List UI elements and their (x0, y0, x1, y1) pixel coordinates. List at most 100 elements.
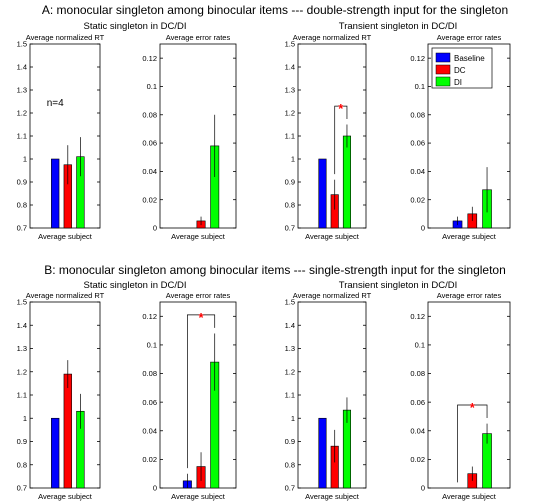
panel-a4-ytick-label: 0.1 (415, 82, 425, 91)
panel-a2-axes (159, 43, 237, 229)
panel-a3-bar-di (342, 135, 352, 229)
panel-a1-ytick-label: 1.5 (17, 40, 27, 49)
panel-b1-bar-baseline (51, 417, 60, 489)
panel-a2-xlabel: Average subject (171, 232, 226, 241)
panel-b4-ytick-label: 0.04 (410, 426, 425, 435)
panel-a2-ytick-label: 0.08 (142, 110, 157, 119)
section-b-title: B: monocular singleton among binocular i… (44, 263, 506, 277)
panel-a2-ytick-label: 0.1 (147, 82, 157, 91)
panel-a3-bar-baseline (318, 158, 327, 229)
panel-b4-significance-bracket (457, 404, 488, 483)
panel-b2-significance-star: * (199, 310, 205, 325)
panel-a3-ytick-label: 1 (291, 155, 295, 164)
panel-a3-ytick-label: 1.3 (285, 86, 295, 95)
panel-b3-ytick-label: 1.2 (285, 367, 295, 376)
panel-a1-ytick-label: 0.7 (17, 224, 27, 233)
panel-b2-ytick-label: 0.02 (142, 455, 157, 464)
panel-a1-ytick-label: 1.3 (17, 86, 27, 95)
panel-a1-ytick-label: 1 (23, 155, 27, 164)
panel-a3: Average normalized RT 0.7 0.8 0.9 1 1.1 1.2 1.3… (285, 33, 372, 241)
panel-b4-title: Average error rates (437, 291, 502, 300)
panel-a3-ytick-label: 1.5 (285, 40, 295, 49)
panel-b4-ytick-label: 0 (421, 484, 425, 493)
panel-b3-bar-baseline (318, 417, 327, 489)
section-a-group-static-title: Static singleton in DC/DI (84, 21, 187, 32)
panel-b1-ytick-label: 0.8 (17, 460, 27, 469)
legend-label-baseline: Baseline (454, 54, 485, 63)
panel-a4-ytick-label: 0.12 (410, 54, 425, 63)
panel-a2-ytick-label: 0.04 (142, 167, 157, 176)
panel-a2-ytick-label: 0.02 (142, 195, 157, 204)
panel-a4-xlabel: Average subject (442, 232, 497, 241)
panel-a4-ytick-label: 0.06 (410, 139, 425, 148)
panel-b2-significance-bracket (187, 314, 216, 469)
panel-b1-ytick-label: 1.3 (17, 344, 27, 353)
panel-b1-ytick-label: 1.4 (17, 321, 27, 330)
panel-b1-ytick-label: 1.2 (17, 367, 27, 376)
panel-a2-ytick-label: 0.12 (142, 54, 157, 63)
panel-b4-ytick-label: 0.1 (415, 341, 425, 350)
panel-b3-title: Average normalized RT (293, 291, 372, 300)
panel-b2-axes (159, 301, 237, 489)
panel-b2-xlabel: Average subject (171, 492, 226, 501)
panel-b4-axes (427, 301, 511, 489)
panel-a3-ytick-label: 1.4 (285, 63, 295, 72)
panel-a2: Average error rates 0 0.02 0.04 0.06 0.08 0.1 0… (142, 33, 237, 241)
section-a-group-transient-title: Transient singleton in DC/DI (339, 21, 457, 32)
panel-a2-ytick-label: 0.06 (142, 139, 157, 148)
section-b-group-static-title: Static singleton in DC/DI (84, 280, 187, 291)
panel-a4-title: Average error rates (437, 33, 502, 42)
panel-b4-ytick-label: 0.08 (410, 369, 425, 378)
panel-b3-ytick-label: 0.7 (285, 484, 295, 493)
panel-a4-ytick-label: 0.08 (410, 110, 425, 119)
panel-b4-significance-star: * (470, 400, 476, 415)
panel-b2-ytick-label: 0.06 (142, 398, 157, 407)
panel-a2-ytick-label: 0 (153, 224, 157, 233)
panel-a1-ytick-label: 0.9 (17, 178, 27, 187)
panel-b3-ytick-label: 1 (291, 414, 295, 423)
panel-a1-annotation: n=4 (47, 98, 64, 109)
panel-a3-xlabel: Average subject (305, 232, 360, 241)
panel-a1-bar-baseline (51, 158, 60, 229)
section-b-group-transient-title: Transient singleton in DC/DI (339, 280, 457, 291)
panel-b3-ytick-label: 1.3 (285, 344, 295, 353)
panel-b1-ytick-label: 1.1 (17, 391, 27, 400)
panel-a3-significance-bracket (334, 105, 348, 175)
panel-a3-ytick-label: 1.1 (285, 132, 295, 141)
panel-b4: Average error rates 0 0.02 0.04 0.06 0.08 0.1 0… (410, 291, 511, 501)
panel-b1-ytick-label: 1.5 (17, 298, 27, 307)
panel-b4-ytick-label: 0.06 (410, 398, 425, 407)
panel-b2-ytick-label: 0 (153, 484, 157, 493)
panel-a1-ytick-label: 1.2 (17, 109, 27, 118)
panel-b1-title: Average normalized RT (26, 291, 105, 300)
panel-b1-bar-dc (63, 373, 72, 489)
legend-swatch-di (435, 76, 451, 87)
panel-b3-ytick-label: 1.5 (285, 298, 295, 307)
panel-a1-ytick-label: 1.4 (17, 63, 27, 72)
panel-a1-ytick-label: 1.1 (17, 132, 27, 141)
panel-b3-ytick-label: 1.1 (285, 391, 295, 400)
panel-a4-ytick-label: 0.04 (410, 167, 425, 176)
panel-b4-xlabel: Average subject (442, 492, 497, 501)
panel-a1: Average normalized RT 0.7 0.8 0.9 1 1.1 1.2 1.3… (17, 33, 105, 241)
panel-a3-ytick-label: 0.7 (285, 224, 295, 233)
section-a-title: A: monocular singleton among binocular i… (42, 3, 508, 17)
panel-b1-ytick-label: 0.9 (17, 437, 27, 446)
panel-a3-title: Average normalized RT (293, 33, 372, 42)
panel-a3-ytick-label: 0.8 (285, 201, 295, 210)
panel-b3-ytick-label: 0.9 (285, 437, 295, 446)
panel-b2-title: Average error rates (166, 291, 231, 300)
panel-a4: Average error rates 0 0.02 0.04 0.06 0.08 0.1 0… (410, 33, 511, 241)
panel-b1: Average normalized RT 0.7 0.8 0.9 1 1.1 1.2 1.3… (17, 291, 105, 501)
legend-label-di: DI (454, 78, 462, 87)
panel-b4-ytick-label: 0.12 (410, 312, 425, 321)
panel-b3-xlabel: Average subject (305, 492, 360, 501)
panel-b3: Average normalized RT 0.7 0.8 0.9 1 1.1 1.2 1.3… (285, 291, 372, 501)
panels: Average normalized RT 0.7 0.8 0.9 1 1.1 1.2 1.3… (17, 33, 511, 501)
panel-b4-ytick-label: 0.02 (410, 455, 425, 464)
panel-b2-ytick-label: 0.04 (142, 426, 157, 435)
panel-a3-ytick-label: 0.9 (285, 178, 295, 187)
panel-a2-title: Average error rates (166, 33, 231, 42)
panel-a3-significance-star: * (338, 101, 344, 116)
